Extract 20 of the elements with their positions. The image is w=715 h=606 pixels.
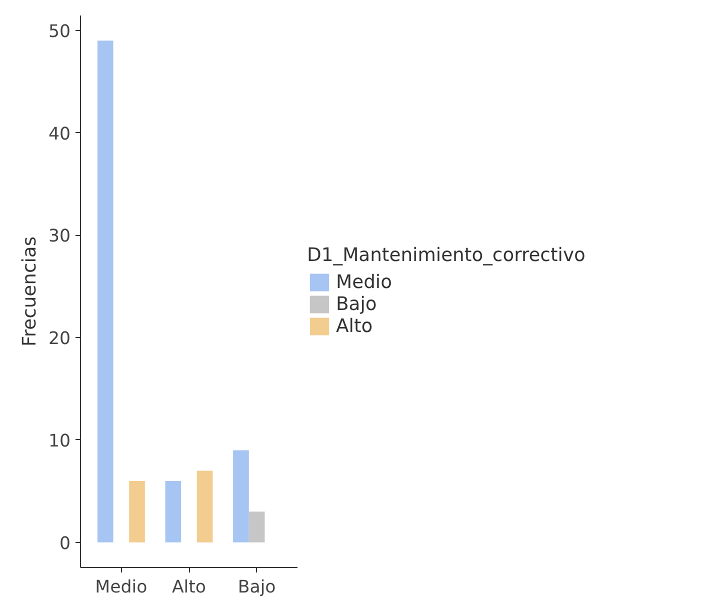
y-tick-label: 30 [48, 226, 71, 247]
y-tick-label: 50 [48, 22, 71, 42]
y-axis-title: Frecuencias [19, 236, 40, 347]
y-tick-label: 40 [48, 124, 71, 144]
bar [233, 450, 249, 542]
x-tick-label: Medio [95, 578, 148, 598]
x-tick-label: Bajo [238, 578, 276, 598]
bar [248, 512, 265, 542]
legend-title: D1_Mantenimiento_correctivo [307, 245, 586, 266]
y-tick-label: 20 [48, 329, 71, 350]
y-tick-label: 0 [59, 534, 71, 554]
y-tick-label: 10 [48, 431, 71, 452]
bar [129, 480, 145, 542]
legend-label: Bajo [336, 294, 377, 314]
legend-label: Alto [336, 316, 373, 336]
x-tick-label: Alto [172, 578, 206, 598]
bar [165, 480, 182, 542]
legend-label: Medio [336, 272, 392, 292]
bar [196, 470, 213, 542]
bar [97, 40, 114, 542]
